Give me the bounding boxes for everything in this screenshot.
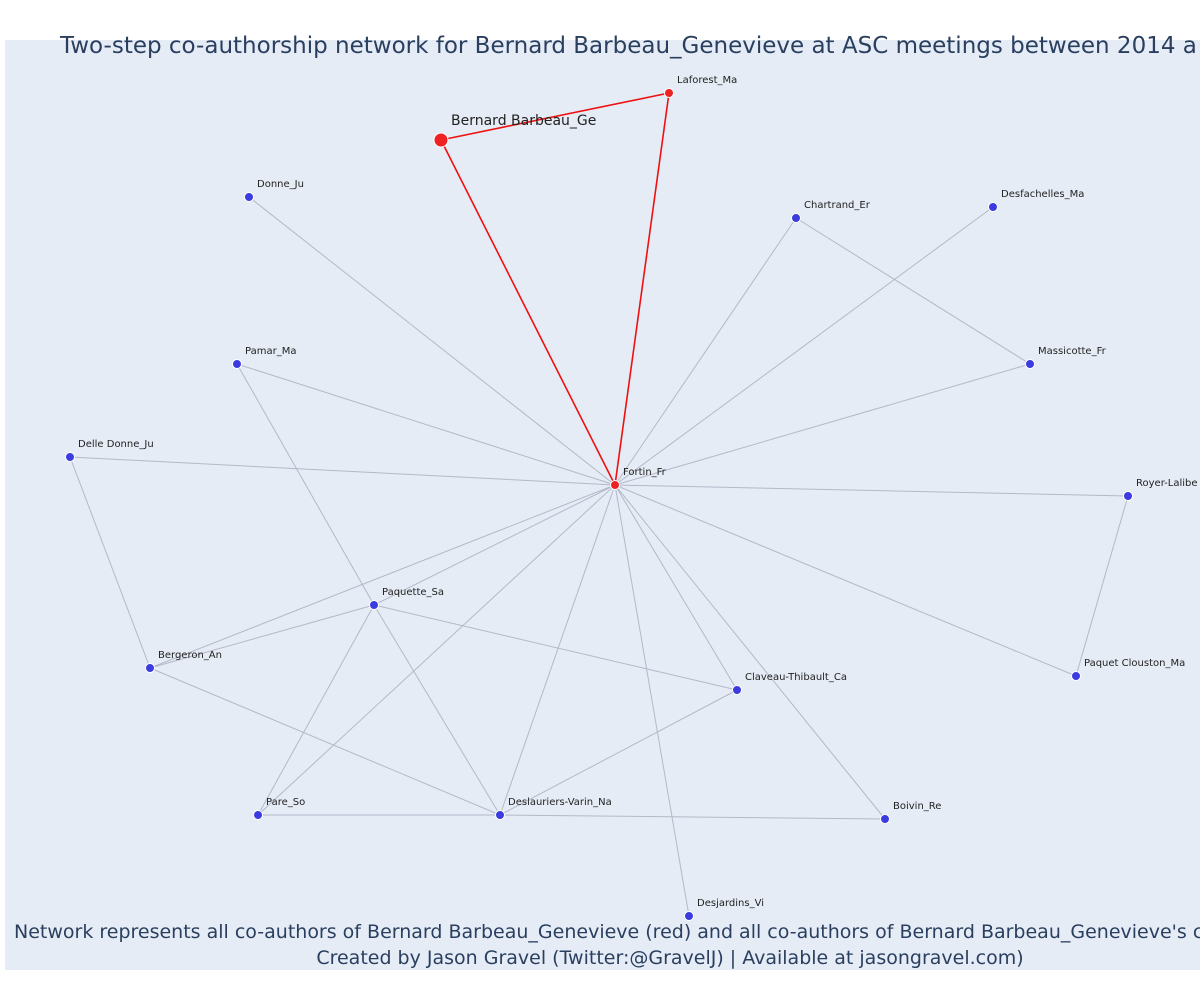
node [732, 685, 742, 695]
indirect-edge [257, 484, 616, 816]
node [253, 810, 263, 820]
indirect-edge [499, 689, 738, 816]
indirect-edge [614, 484, 738, 691]
indirect-edge [149, 484, 616, 669]
node-label: Pare_So [266, 797, 305, 808]
node-label: Bergeron_An [158, 650, 222, 661]
node-label: Pamar_Ma [245, 346, 296, 357]
indirect-edge [236, 363, 616, 486]
indirect-edge [149, 604, 375, 669]
node [495, 810, 505, 820]
indirect-edge [614, 484, 690, 917]
indirect-edge [69, 456, 151, 669]
node [684, 911, 694, 921]
node [232, 359, 242, 369]
node [880, 814, 890, 824]
node-label: Massicotte_Fr [1038, 346, 1107, 357]
indirect-edge [614, 217, 797, 486]
node [145, 663, 155, 673]
direct-edge [440, 92, 670, 141]
node [65, 452, 75, 462]
node [610, 480, 620, 490]
node [791, 213, 801, 223]
node-label: Deslauriers-Varin_Na [508, 797, 612, 808]
node-label: Boivin_Re [893, 801, 941, 812]
node [369, 600, 379, 610]
indirect-edge [236, 363, 375, 606]
direct-edge [440, 139, 616, 486]
node-label: Paquette_Sa [382, 587, 444, 598]
node-label: Fortin_Fr [623, 467, 667, 478]
node-label: Delle Donne_Ju [78, 439, 154, 450]
node [244, 192, 254, 202]
indirect-edge [257, 604, 375, 816]
indirect-edge [614, 484, 886, 820]
indirect-edge [69, 456, 616, 486]
indirect-edge [614, 484, 1129, 497]
node-label: Donne_Ju [257, 179, 304, 190]
node-label: Bernard Barbeau_Ge [451, 113, 596, 129]
indirect-edge [149, 667, 501, 816]
node-label: Paquet Clouston_Ma [1084, 658, 1185, 669]
indirect-edge [248, 196, 616, 486]
indirect-edge [499, 814, 886, 820]
indirect-edge [614, 206, 994, 486]
plot-background [5, 40, 1200, 970]
node [664, 88, 674, 98]
indirect-edge [614, 363, 1031, 486]
indirect-edge [795, 217, 1031, 365]
node-label: Desfachelles_Ma [1001, 189, 1084, 200]
indirect-edge [373, 484, 616, 606]
direct-edge [614, 92, 670, 486]
node [433, 132, 449, 148]
node-label: Desjardins_Vi [697, 898, 764, 909]
node [988, 202, 998, 212]
indirect-edge [1075, 495, 1129, 677]
node [1025, 359, 1035, 369]
indirect-edge [614, 484, 1077, 677]
node-label: Claveau-Thibault_Ca [745, 672, 847, 683]
indirect-edge [373, 604, 501, 816]
node-label: Chartrand_Er [804, 200, 871, 211]
footer-line: Network represents all co-authors of Ber… [14, 921, 1200, 943]
title: Two-step co-authorship network for Berna… [59, 33, 1197, 59]
node [1123, 491, 1133, 501]
node-label: Laforest_Ma [677, 75, 737, 86]
node-label: Royer-Lalibe [1136, 478, 1198, 489]
footer-line: Created by Jason Gravel (Twitter:@Gravel… [316, 947, 1023, 969]
node [1071, 671, 1081, 681]
indirect-edge [373, 604, 738, 691]
indirect-edge [499, 484, 616, 816]
